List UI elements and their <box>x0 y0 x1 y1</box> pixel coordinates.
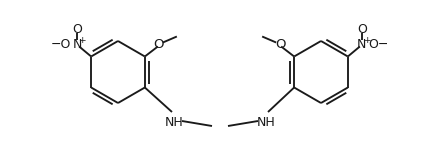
Text: O: O <box>153 38 164 51</box>
Text: NH: NH <box>256 116 275 129</box>
Text: O: O <box>356 23 366 36</box>
Text: O: O <box>274 38 285 51</box>
Text: −O: −O <box>51 38 71 51</box>
Text: N: N <box>72 38 81 51</box>
Text: O: O <box>72 23 82 36</box>
Text: +: + <box>78 36 85 45</box>
Text: N: N <box>357 38 366 51</box>
Text: O−: O− <box>368 38 388 51</box>
Text: +: + <box>362 36 369 45</box>
Text: NH: NH <box>164 116 183 129</box>
